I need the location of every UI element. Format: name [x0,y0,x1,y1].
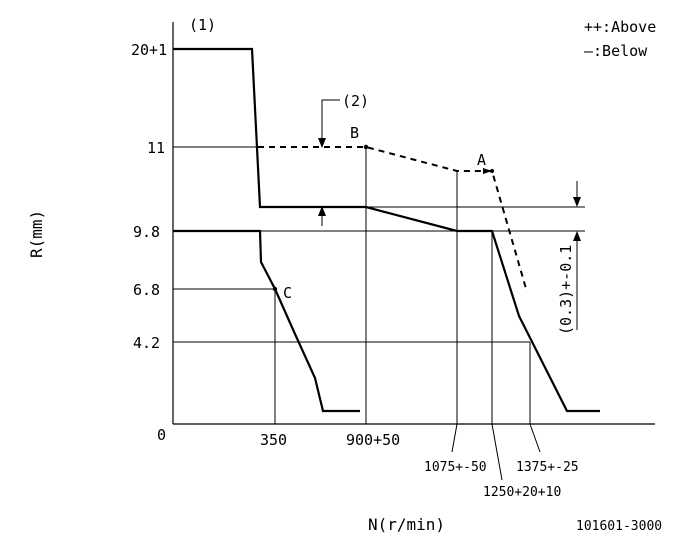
x-tick-1075: 1075+-50 [424,460,487,475]
point-b [363,144,369,150]
marker-b: B [350,124,359,142]
dim-2-arrow-bottom [318,206,326,216]
y-tick-20: 20+1 [131,41,167,59]
marker-a: A [477,151,486,169]
y-tick-4-2: 4.2 [133,334,160,352]
dim-2-arrow-top [318,138,326,148]
x-tick-1375: 1375+-25 [516,460,579,475]
y-axis-label: R(mm) [27,210,46,258]
y-tick-6-8: 6.8 [133,281,160,299]
leader-1375 [529,423,541,453]
curve-1-solid [173,47,600,413]
marker-1: (1) [189,16,216,34]
point-a-arrow [483,168,492,174]
legend-below: —:Below [584,42,648,60]
tol-arrow-bottom [573,231,581,241]
y-tick-0: 0 [157,426,166,444]
x-axis-label: N(r/min) [368,515,445,534]
marker-2: (2) [342,92,369,110]
x-tick-1250: 1250+20+10 [483,485,561,500]
legend-above: ++:Above [584,18,656,36]
y-tick-11: 11 [147,139,165,157]
x-tick-350: 350 [260,431,287,449]
y-tick-9-8: 9.8 [133,223,160,241]
point-c [272,286,278,292]
tolerance-label: (0.3)+-0.1 [557,245,575,335]
marker-c: C [283,284,292,302]
leader-1075 [451,423,458,453]
figure-code: 101601-3000 [576,519,662,534]
leader-1250 [491,423,503,481]
tol-arrow-top [573,197,581,207]
x-tick-900: 900+50 [346,431,400,449]
dim-2-leader [321,99,340,140]
curve-2-dashed [258,146,528,293]
curve-lower-solid [173,229,360,413]
